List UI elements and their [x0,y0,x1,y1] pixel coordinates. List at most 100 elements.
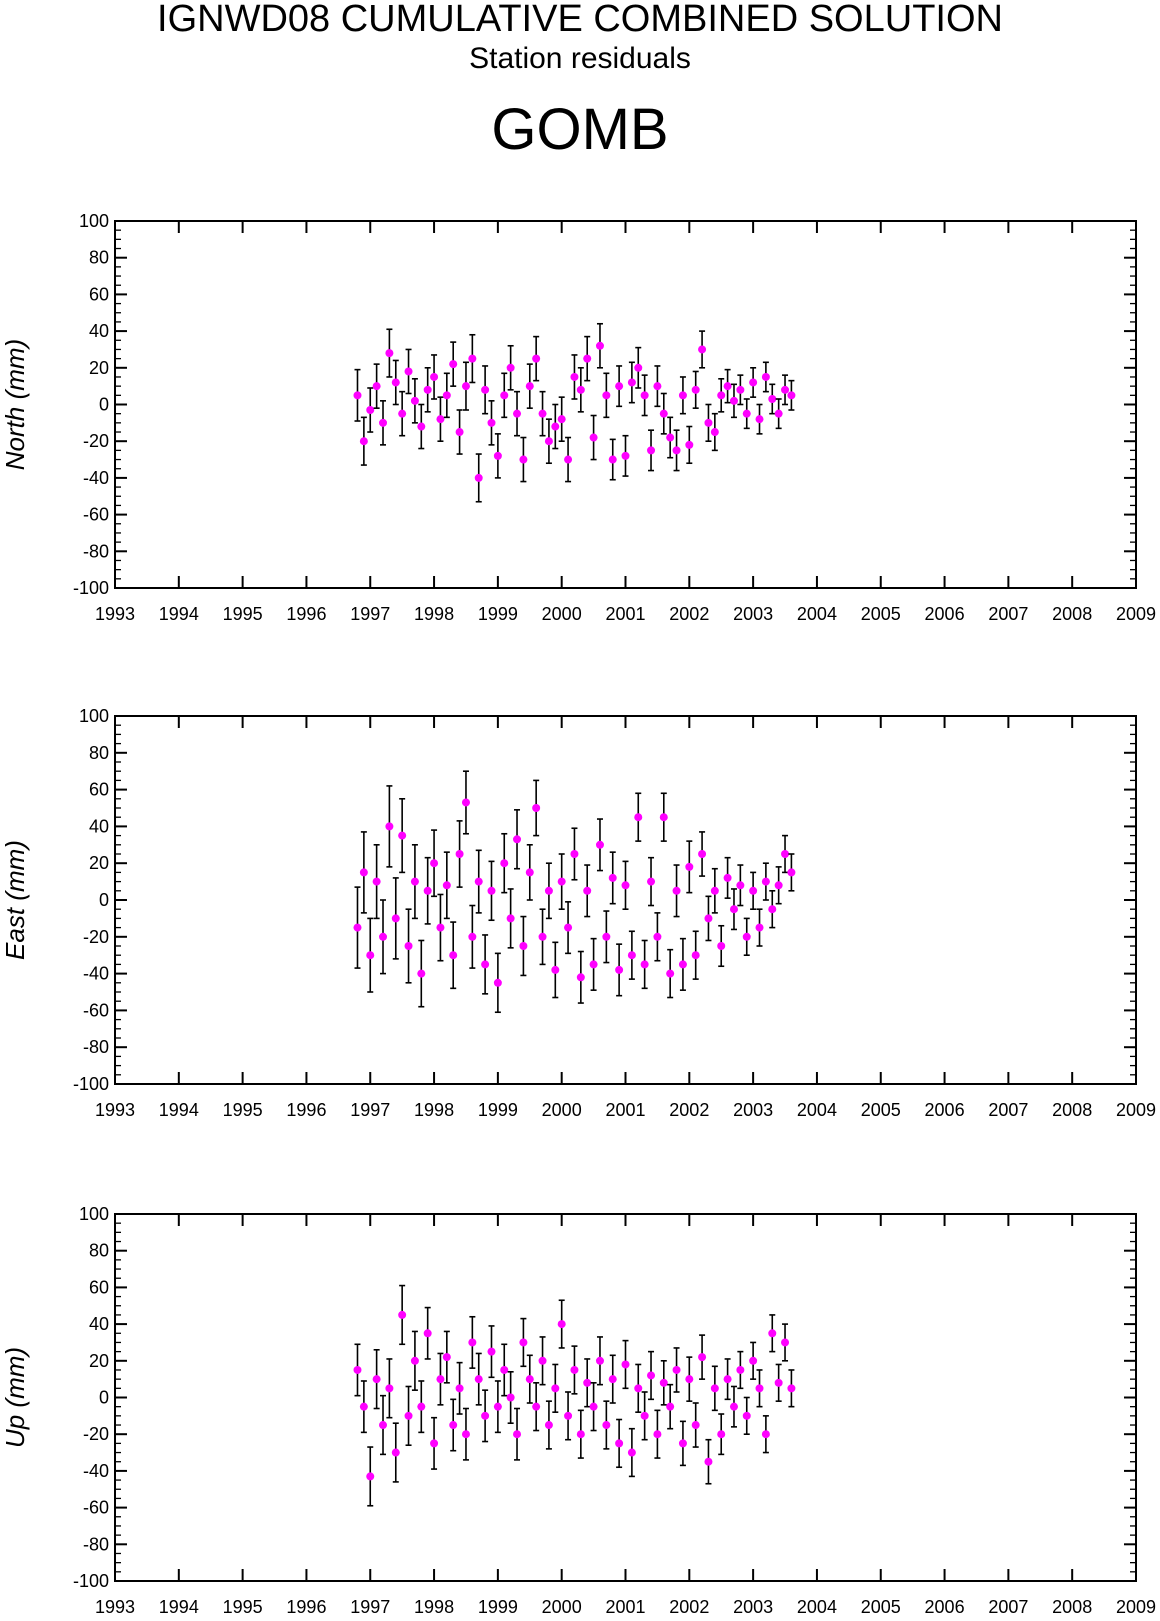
y-tick-label: -100 [73,578,109,598]
data-point [455,1384,464,1393]
x-tick-label: 2002 [669,604,709,624]
data-point [538,932,547,941]
data-point [678,391,687,400]
data-point [774,1378,783,1387]
data-point [391,1448,400,1457]
x-tick-label: 2003 [733,1100,773,1120]
data-point [519,942,528,950]
data-point [557,1320,566,1329]
x-tick-label: 2001 [605,1597,645,1617]
data-point [781,1338,790,1347]
data-point [749,378,758,387]
data-point [698,345,707,354]
data-point [691,951,700,960]
data-point [768,905,777,914]
x-tick-label: 1995 [223,604,263,624]
y-tick-label: 80 [89,1241,109,1261]
data-point [774,881,783,890]
data-point [787,391,796,400]
data-point [564,923,573,932]
data-point [627,951,636,960]
data-point [736,881,745,890]
data-point [525,382,534,391]
data-point [583,886,592,895]
panel-2: 1993 1994 1995 1996 1997 1998 1999 2000 2001 2002… [0,706,1156,1120]
data-point [525,868,534,877]
data-point [461,1430,470,1439]
data-point [551,965,560,974]
data-point [602,932,611,941]
data-point [410,1356,419,1365]
data-point [557,415,566,424]
x-tick-label: 1996 [286,604,326,624]
data-point [410,396,419,405]
data-point [781,850,790,858]
data-point [487,886,496,895]
y-tick-label: 0 [99,890,109,910]
data-point [621,1360,630,1369]
data-point [653,382,662,391]
data-point [359,437,368,446]
data-point [717,942,726,950]
data-point [659,1378,668,1387]
x-tick-label: 2008 [1052,1597,1092,1617]
x-tick-label: 2009 [1116,604,1156,624]
data-point [704,914,713,923]
x-tick-label: 1997 [350,1597,390,1617]
data-point [372,1375,381,1384]
x-tick-label: 2007 [988,1597,1028,1617]
data-point [761,877,770,886]
data-point [474,1375,483,1384]
x-tick-label: 2004 [797,1597,837,1617]
data-point [449,360,458,369]
data-point [430,1439,439,1448]
y-tick-label: -20 [83,431,109,451]
data-point [570,850,579,858]
y-tick-label: -100 [73,1571,109,1591]
x-tick-label: 1997 [350,1100,390,1120]
data-point [736,385,745,394]
data-point [698,850,707,858]
data-point [698,1353,707,1362]
data-point [685,440,694,449]
y-tick-label: 40 [89,816,109,836]
data-point [659,813,668,822]
y-tick-label: -60 [83,1000,109,1020]
x-tick-label: 2006 [925,1597,965,1617]
y-tick-label: 20 [89,853,109,873]
data-point [442,881,451,890]
data-point [723,382,732,391]
x-tick-label: 1999 [478,1100,518,1120]
data-point [742,1411,751,1420]
data-point [640,960,649,969]
data-point [404,1411,413,1420]
data-point [787,1384,796,1393]
data-point [385,1384,394,1393]
x-tick-label: 1993 [95,604,135,624]
x-tick-label: 2005 [861,604,901,624]
y-tick-label: 100 [79,706,109,726]
data-point [519,1338,528,1347]
data-point [666,969,675,978]
y-tick-label: -80 [83,1037,109,1057]
chart-title: IGNWD08 CUMULATIVE COMBINED SOLUTION [157,0,1003,40]
data-point [417,969,426,978]
y-tick-label: 20 [89,1351,109,1371]
data-point [436,923,445,932]
data-point [372,382,381,391]
x-tick-label: 1998 [414,1100,454,1120]
data-point [544,437,553,446]
data-point [532,354,541,363]
data-point [774,409,783,418]
data-point [423,886,432,895]
data-point [672,1365,681,1374]
data-point [461,798,470,807]
data-point [449,1421,458,1430]
y-tick-label: 20 [89,358,109,378]
data-point [449,951,458,960]
chart-subtitle: Station residuals [469,42,691,75]
data-point [506,914,515,923]
data-point [430,859,439,868]
y-tick-label: -80 [83,1534,109,1554]
y-tick-label: 100 [79,1204,109,1224]
